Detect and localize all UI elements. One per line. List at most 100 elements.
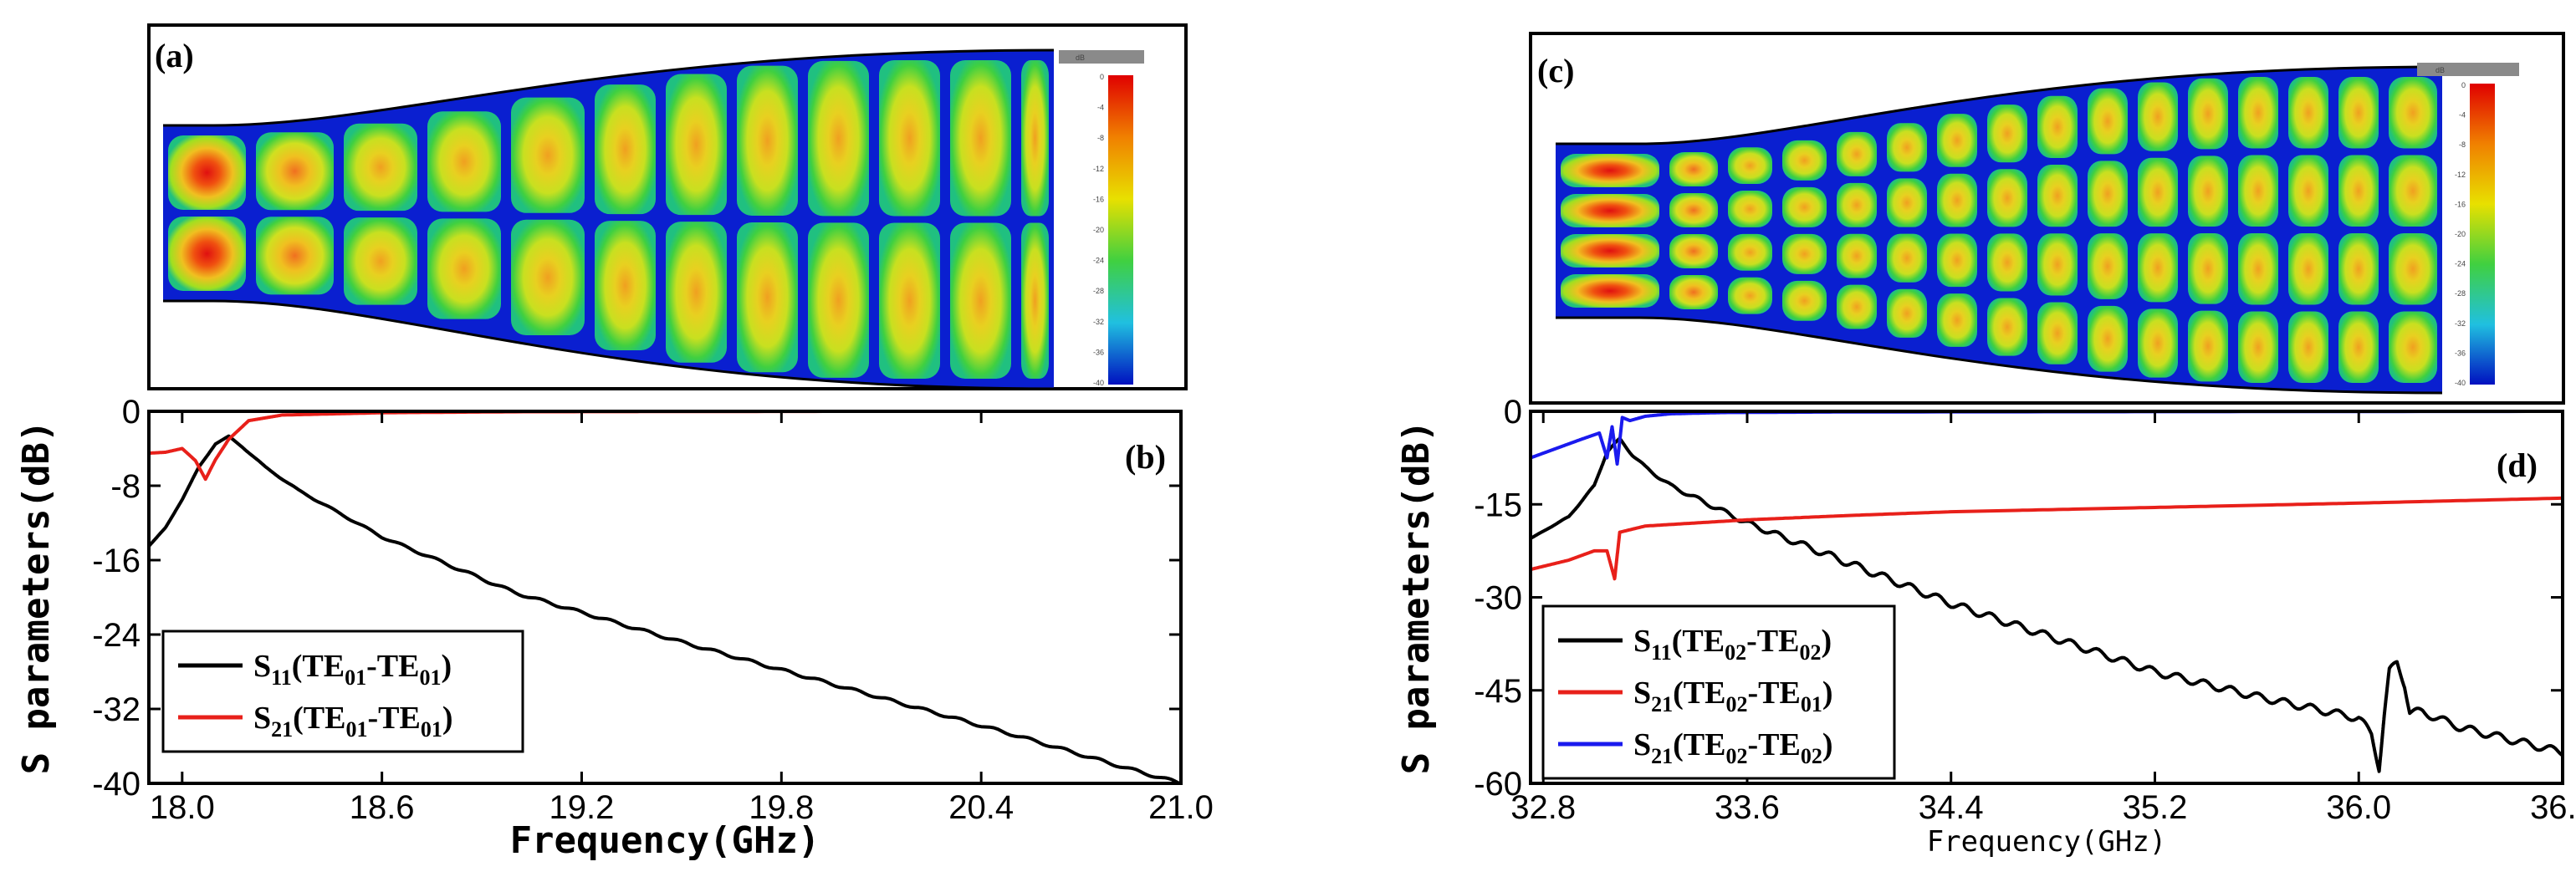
y-tick-label: -40 — [92, 766, 141, 803]
field-cell — [808, 222, 869, 378]
colorbar-tick-label: -28 — [1093, 287, 1104, 295]
colorbar-tick-label: -12 — [2455, 171, 2466, 179]
colorbar-tick-label: -24 — [2455, 260, 2466, 268]
field-cell — [2037, 302, 2078, 365]
field-cell — [2389, 77, 2437, 149]
field-cell — [168, 135, 246, 210]
field-cell — [2338, 233, 2379, 305]
field-cell — [1837, 182, 1877, 227]
colorbar-tick-label: -4 — [1097, 104, 1104, 112]
field-cell — [1887, 178, 1927, 227]
field-cell — [595, 221, 656, 350]
x-tick-label: 21.0 — [1148, 789, 1214, 826]
colorbar-tick-label: -40 — [1093, 379, 1104, 387]
series-line-s11-te02-te02- — [1531, 436, 2563, 773]
field-cell — [2188, 233, 2228, 304]
field-cell — [1669, 192, 1718, 227]
field-cell — [2288, 311, 2328, 383]
field-cell — [511, 97, 585, 213]
field-cell — [344, 217, 417, 305]
legend-entry: S11(TE01-TE01) — [253, 649, 452, 690]
colorbar-tick-label: -20 — [2455, 230, 2466, 238]
y-tick-label: -8 — [110, 468, 141, 505]
panel-a-lower-wall — [163, 299, 1055, 390]
colorbar-tick-label: -8 — [2459, 140, 2466, 149]
field-cell — [2238, 311, 2278, 383]
series-line-s21-te01-te01- — [149, 411, 1181, 482]
field-cell — [1561, 194, 1659, 227]
panel-a-colorbar — [1108, 75, 1133, 385]
x-tick-label: 20.4 — [948, 789, 1014, 826]
y-tick-label: -45 — [1474, 673, 1522, 710]
field-cell — [1782, 280, 1827, 321]
field-cell — [2088, 305, 2128, 372]
field-cell — [427, 218, 501, 319]
x-tick-label: 18.0 — [150, 789, 215, 826]
colorbar-tick-label: -28 — [2455, 289, 2466, 298]
panel-c-label: (c) — [1537, 52, 1574, 89]
colorbar-tick-label: -24 — [1093, 257, 1104, 265]
y-axis-label: S parameters(dB) — [1395, 421, 1438, 775]
colorbar-tick-label: -8 — [1097, 134, 1104, 142]
field-cell — [2288, 77, 2328, 149]
field-cell — [2389, 311, 2437, 383]
field-cell — [1669, 233, 1718, 268]
field-cell — [1937, 114, 1977, 167]
y-tick-label: -16 — [92, 543, 141, 579]
field-cell — [1782, 186, 1827, 227]
field-cell — [2188, 155, 2228, 227]
colorbar-tick-label: -32 — [2455, 319, 2466, 328]
colorbar-tick-label: -12 — [1093, 165, 1104, 173]
field-cell — [2389, 155, 2437, 227]
field-cell — [2238, 155, 2278, 227]
y-tick-label: -15 — [1474, 487, 1522, 523]
colorbar-tick-label: -4 — [2459, 111, 2466, 120]
colorbar-tick-label: -16 — [1093, 195, 1104, 203]
field-cell — [1782, 233, 1827, 274]
field-cell — [1937, 173, 1977, 227]
panel-a-mode-cells — [168, 60, 1049, 379]
colorbar-tick-label: -36 — [2455, 349, 2466, 357]
y-tick-label: -24 — [92, 617, 141, 654]
panel-c-lower-wall — [1556, 316, 2443, 395]
colorbar-tick-label: -32 — [1093, 318, 1104, 326]
series-line-s21-te02-te01- — [1531, 496, 2563, 581]
panel-c-upper-wall — [1556, 65, 2443, 145]
y-tick-label: -32 — [92, 691, 141, 728]
field-cell — [2238, 77, 2278, 149]
x-axis-label: Frequency(GHz) — [1927, 825, 2167, 859]
x-tick-label: 36.8 — [2530, 789, 2576, 826]
field-cell — [256, 217, 334, 295]
field-cell — [1561, 234, 1659, 268]
panel-c-colorbar-header — [2417, 63, 2519, 76]
field-cell — [344, 123, 417, 212]
field-cell — [737, 222, 798, 373]
field-cell — [1987, 169, 2027, 227]
plot-frame — [147, 410, 1183, 785]
series-line-s21-te02-te02- — [1531, 411, 2563, 466]
legend-entry: S21(TE02-TE01) — [1633, 676, 1833, 716]
series-line-s11-te01-te01- — [149, 434, 1181, 783]
x-tick-label: 32.8 — [1510, 789, 1576, 826]
field-cell — [2088, 88, 2128, 155]
panel-c-mode-cells — [1561, 77, 2437, 383]
field-cell — [2037, 165, 2078, 227]
field-cell — [1669, 151, 1718, 186]
field-cell — [2188, 310, 2228, 382]
field-cell — [2138, 157, 2178, 227]
legend-entry: S21(TE01-TE01) — [253, 701, 453, 742]
x-tick-label: 33.6 — [1715, 789, 1780, 826]
field-cell — [950, 60, 1011, 217]
x-tick-label: 18.6 — [350, 789, 415, 826]
field-cell — [2088, 161, 2128, 227]
field-cell — [879, 60, 940, 217]
panel-c-colorbar-title: dB — [2435, 66, 2445, 74]
field-cell — [1728, 277, 1772, 314]
field-cell — [1887, 233, 1927, 283]
legend-entry: S21(TE02-TE02) — [1633, 727, 1833, 768]
field-cell — [1561, 274, 1659, 308]
legend-box — [161, 630, 524, 753]
colorbar-tick-label: -16 — [2455, 200, 2466, 208]
field-cell — [2238, 233, 2278, 305]
panel-label: (b) — [1125, 438, 1166, 476]
